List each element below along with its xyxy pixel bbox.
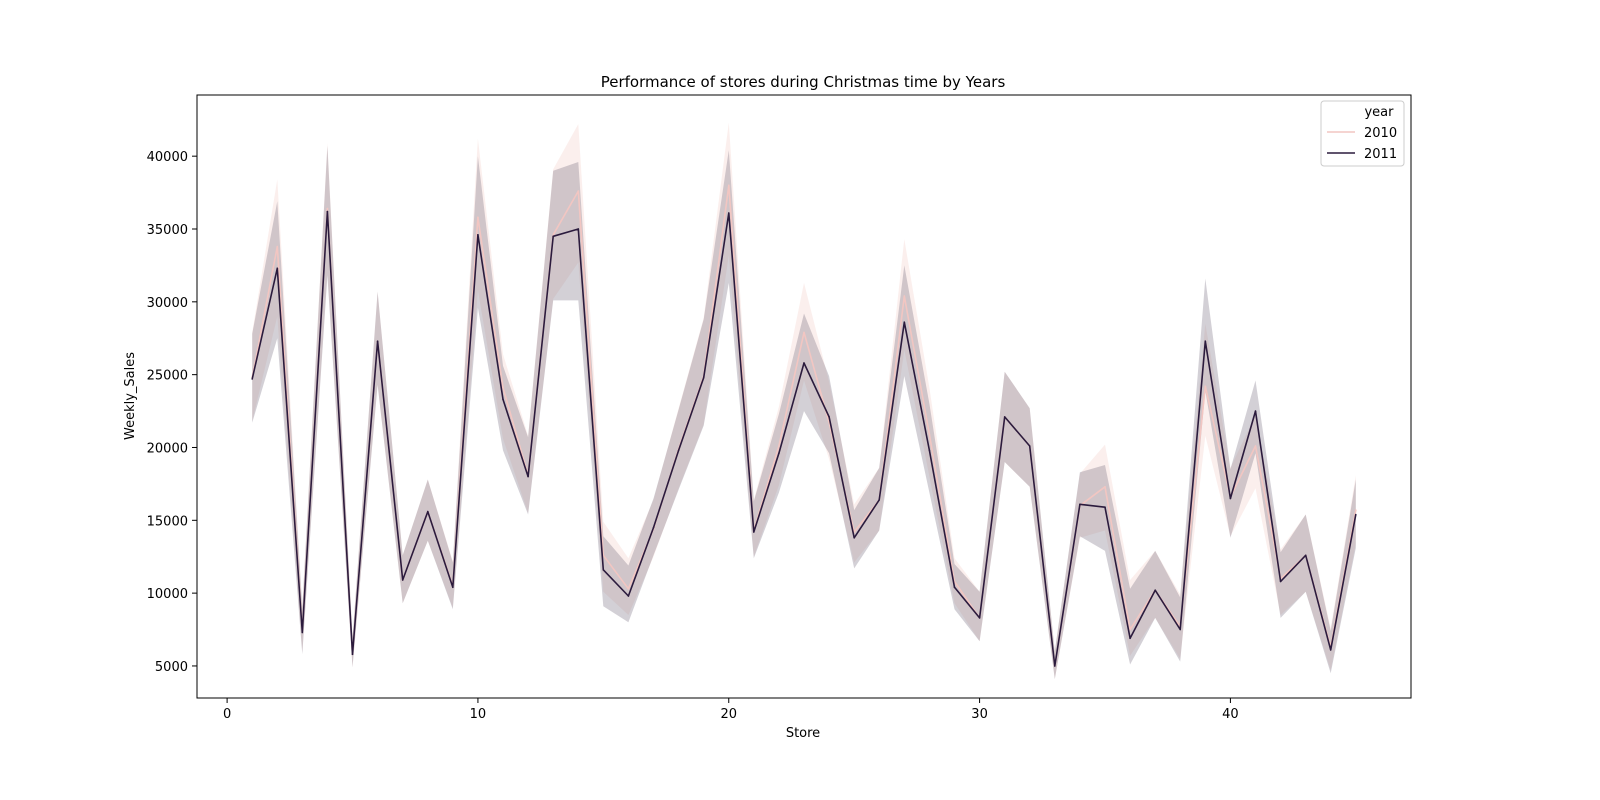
plot-frame: [196, 94, 1412, 699]
data-point-2011-store-23: [803, 362, 805, 364]
data-point-2011-store-2: [276, 267, 279, 270]
y-tick-label: 15000: [147, 514, 188, 529]
data-point-2010-store-16: [627, 588, 630, 590]
data-point-2011-store-12: [527, 475, 529, 478]
data-point-2010-store-35: [1104, 486, 1106, 488]
data-point-2010-store-36: [1129, 628, 1131, 631]
legend-label-2010: 2010: [1364, 126, 1397, 141]
y-tick-label: 20000: [147, 441, 188, 456]
data-point-2011-store-19: [702, 376, 705, 379]
data-point-2011-store-45: [1355, 513, 1357, 516]
data-point-2011-store-5: [351, 653, 354, 656]
data-point-2010-store-20: [728, 184, 730, 187]
chart-title: Performance of stores during Christmas t…: [601, 73, 1006, 91]
data-point-2011-store-26: [878, 499, 880, 501]
y-axis-ticks: 5000 10000 15000 20000 25000 30000 35000 40000: [147, 150, 197, 675]
data-point-2011-store-4: [326, 210, 329, 213]
data-point-2010-store-45: [1355, 509, 1357, 511]
data-point-2011-store-1: [251, 378, 253, 380]
data-point-2010-store-41: [1254, 445, 1257, 447]
data-point-2010-store-39: [1204, 385, 1207, 388]
legend: year 2010 2011: [1320, 100, 1405, 167]
data-point-2011-store-27: [903, 321, 906, 324]
y-tick-label: 5000: [155, 660, 188, 675]
data-point-2011-store-43: [1304, 554, 1307, 557]
y-axis-label: Weekly_Sales: [123, 352, 138, 440]
data-point-2011-store-42: [1279, 580, 1282, 583]
data-point-2011-store-31: [1003, 416, 1006, 418]
data-point-2011-store-21: [753, 531, 755, 533]
data-point-2011-store-3: [301, 631, 304, 634]
data-point-2011-store-16: [627, 595, 630, 597]
data-point-2011-store-6: [376, 340, 379, 343]
data-point-2011-store-33: [1054, 665, 1056, 667]
data-point-2010-store-23: [803, 331, 805, 334]
data-point-2011-store-34: [1079, 503, 1081, 506]
data-point-2010-store-22: [778, 445, 780, 447]
x-tick-label: 20: [720, 707, 737, 722]
legend-title: year: [1364, 105, 1394, 120]
data-point-2011-store-40: [1229, 497, 1232, 500]
data-point-2011-store-38: [1179, 628, 1181, 631]
data-point-2010-store-14: [577, 190, 580, 192]
data-point-2010-store-28: [928, 433, 931, 436]
y-tick-label: 40000: [147, 150, 188, 165]
data-point-2011-store-36: [1129, 637, 1131, 640]
data-point-2011-store-25: [853, 537, 855, 539]
data-point-2011-store-24: [828, 416, 830, 418]
data-point-2011-store-7: [401, 579, 404, 581]
y-tick-label: 10000: [147, 587, 188, 602]
data-point-2010-store-2: [276, 245, 279, 248]
x-axis-label: Store: [786, 726, 820, 741]
x-tick-label: 10: [470, 707, 487, 722]
data-point-2011-store-28: [928, 449, 931, 452]
data-point-2011-store-15: [602, 569, 605, 571]
x-tick-label: 40: [1222, 707, 1239, 722]
legend-box: [1320, 100, 1405, 167]
data-point-2010-store-13: [552, 234, 554, 236]
data-point-2011-store-29: [953, 586, 956, 589]
data-point-2011-store-30: [978, 617, 981, 619]
data-point-2011-store-37: [1154, 589, 1156, 591]
data-point-2011-store-11: [502, 398, 504, 401]
data-point-2011-store-13: [552, 235, 554, 238]
x-tick-label: 30: [971, 707, 988, 722]
data-point-2011-store-18: [677, 449, 680, 452]
data-point-2010-store-10: [477, 216, 479, 219]
data-point-2011-store-44: [1329, 649, 1332, 651]
data-point-2011-store-8: [427, 510, 429, 513]
data-point-2010-store-11: [502, 387, 504, 389]
y-tick-label: 35000: [147, 223, 188, 238]
data-point-2011-store-10: [477, 234, 479, 236]
data-point-2011-store-17: [652, 526, 655, 529]
data-point-2011-store-32: [1028, 445, 1031, 447]
data-point-2011-store-9: [452, 586, 454, 589]
data-point-2011-store-39: [1204, 340, 1207, 343]
x-axis-ticks: 0 10 20 30 40: [223, 698, 1239, 722]
data-point-2011-store-20: [728, 212, 730, 214]
data-point-2010-store-27: [903, 295, 906, 297]
series-lines: [251, 184, 1357, 667]
data-point-2010-store-4: [326, 207, 329, 210]
data-point-2011-store-41: [1254, 410, 1257, 412]
data-point-2011-store-14: [577, 228, 580, 230]
x-tick-label: 0: [223, 707, 231, 722]
legend-label-2011: 2011: [1364, 147, 1397, 162]
y-tick-label: 25000: [147, 369, 188, 384]
y-tick-label: 30000: [147, 296, 188, 311]
data-point-2011-store-22: [778, 452, 780, 455]
data-point-2011-store-35: [1104, 506, 1106, 509]
